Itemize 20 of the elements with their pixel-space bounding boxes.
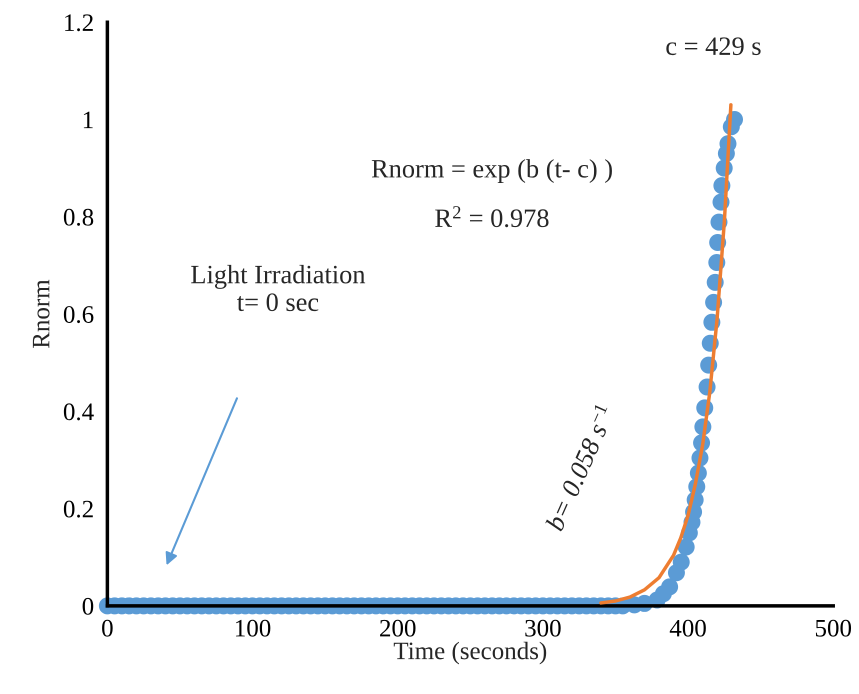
y-tick-label: 0.4 <box>64 403 94 420</box>
y-tick-label: 1.2 <box>65 14 93 32</box>
x-tick-label: 500 <box>816 620 852 637</box>
y-axis-title: Rnorm <box>32 280 50 348</box>
annotation: R$^{2}$ = 0.978 <box>435 206 549 228</box>
annotation: b= 0.058 s$^{−1}$ <box>542 403 616 532</box>
x-axis-title: Time (seconds) <box>394 642 546 664</box>
y-tick-label: 1 <box>84 112 93 128</box>
x-tick-label: 400 <box>670 620 706 637</box>
annotation: c = 429 s <box>666 37 761 56</box>
annotation: Rnorm = exp (b (t- c) ) <box>372 159 612 184</box>
y-tick-label: 0 <box>82 598 94 615</box>
x-tick-label: 200 <box>380 620 416 637</box>
y-tick-label: 0.2 <box>64 500 93 518</box>
y-tick-label: 0.8 <box>64 208 94 226</box>
x-tick-label: 0 <box>102 620 113 637</box>
x-tick-label: 300 <box>525 620 561 637</box>
x-tick-label: 100 <box>236 620 270 637</box>
y-tick-label: 0.6 <box>64 306 94 324</box>
annotation: Light Irradiation t= 0 sec <box>191 264 366 312</box>
